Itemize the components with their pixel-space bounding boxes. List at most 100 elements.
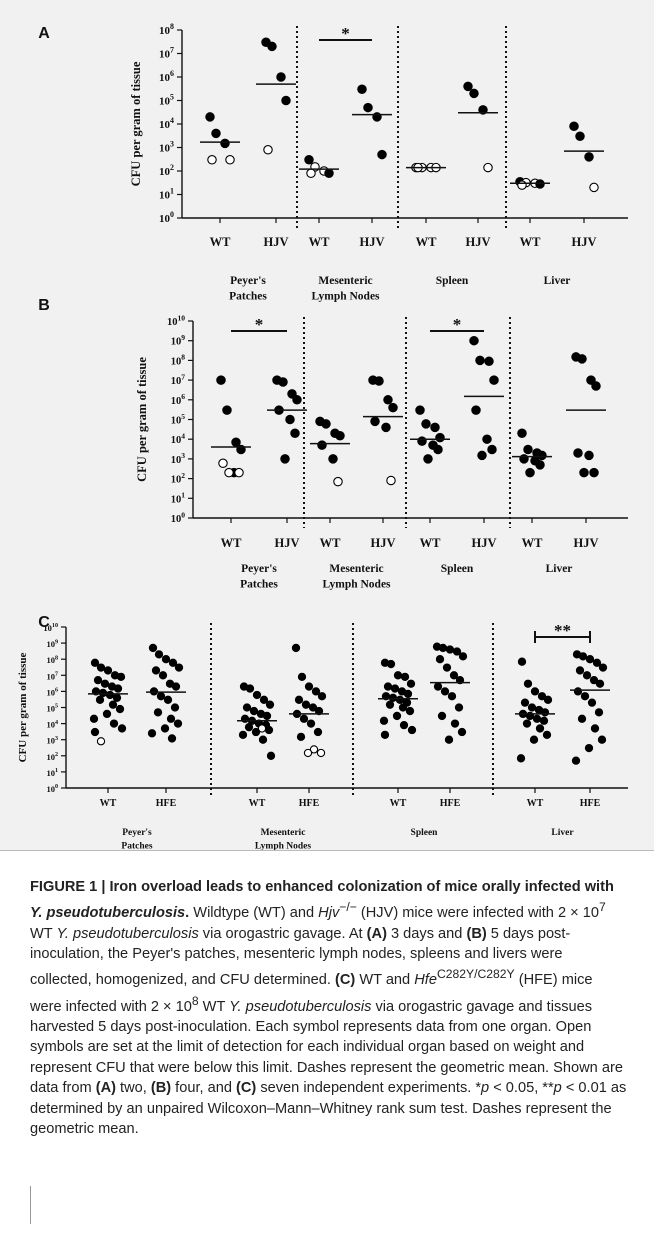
data-point (449, 671, 459, 680)
data-point (393, 671, 403, 680)
caption-gene-hfe: Hfe (414, 972, 437, 989)
group-label: Lymph Nodes (311, 291, 380, 303)
data-point-open (263, 145, 273, 155)
data-point (265, 700, 275, 709)
data-point (569, 121, 579, 132)
data-point (537, 692, 547, 701)
data-point (299, 714, 309, 723)
caption-ref-c: (C) (335, 972, 356, 989)
y-tick-label: 108 (171, 353, 186, 368)
data-point (160, 724, 170, 733)
data-point (398, 703, 408, 712)
data-point (457, 727, 467, 737)
x-tick-label: HJV (264, 235, 289, 249)
data-point (437, 711, 447, 721)
y-tick-label: 107 (171, 372, 186, 387)
group-label: Patches (121, 842, 152, 851)
data-point (115, 704, 125, 714)
data-point (532, 714, 542, 723)
caption-text: Wildtype (WT) and (189, 905, 319, 922)
x-tick-label: WT (527, 798, 544, 809)
data-point (575, 666, 585, 675)
data-point (379, 716, 389, 725)
data-point (542, 730, 552, 740)
group-label: Peyer's (122, 828, 152, 838)
y-tick-label: 103 (159, 140, 174, 155)
data-point (392, 711, 402, 721)
data-point (525, 467, 535, 478)
figure-caption: FIGURE 1 | Iron overload leads to enhanc… (30, 877, 628, 1139)
data-point-open (386, 475, 396, 486)
data-point (90, 727, 100, 737)
data-point (266, 751, 276, 760)
caption-title-text: FIGURE 1 | Iron overload leads to enhanc… (30, 879, 614, 895)
data-point (167, 734, 177, 743)
x-tick-label: WT (520, 235, 542, 249)
data-point (579, 467, 589, 478)
data-point (537, 450, 547, 461)
x-tick-label: WT (522, 536, 544, 550)
data-point (573, 448, 583, 458)
group-label: Lymph Nodes (255, 842, 312, 851)
data-point (589, 467, 599, 478)
data-point (523, 444, 533, 455)
data-point (313, 727, 323, 737)
significance-label: ** (554, 621, 571, 640)
data-point (475, 355, 485, 366)
data-point (100, 679, 110, 688)
data-point (370, 416, 380, 427)
y-axis-label: CFU per gram of tissue (17, 652, 29, 762)
data-point (463, 81, 473, 92)
caption-sup-dose: 7 (598, 900, 606, 915)
y-tick-label: 107 (46, 671, 58, 681)
data-point (598, 663, 608, 672)
y-tick-label: 105 (46, 704, 58, 714)
caption-text: WT (198, 998, 230, 1015)
group-label: Lymph Nodes (322, 579, 391, 591)
y-tick-label: 101 (46, 768, 58, 778)
caption-ref-a: (A) (366, 925, 387, 942)
data-point (584, 743, 594, 753)
chart-panel-B: B 100 101 102 103 104 105 106 107 108 109 1010 CFU p… (38, 297, 628, 591)
data-point (98, 688, 108, 698)
x-tick-label: HJV (574, 536, 599, 550)
data-point (438, 643, 448, 653)
significance-label: * (255, 315, 264, 334)
data-point (442, 663, 452, 672)
data-point (592, 658, 602, 667)
data-point (529, 735, 539, 744)
data-point (205, 112, 215, 122)
y-tick-label: 102 (171, 471, 186, 486)
x-tick-label: HFE (299, 798, 320, 809)
y-tick-label: 104 (46, 720, 58, 730)
x-tick-label: WT (320, 536, 342, 550)
y-tick-label: 108 (159, 22, 174, 37)
data-point (93, 675, 103, 685)
data-point (423, 454, 433, 464)
data-point (306, 719, 316, 728)
data-point (244, 723, 254, 732)
data-point (117, 724, 127, 733)
data-point-open (517, 180, 527, 190)
caption-title-end: . (185, 905, 190, 922)
data-point (173, 719, 183, 728)
data-point-open (306, 168, 316, 179)
x-tick-label: HFE (156, 798, 177, 809)
data-point (258, 735, 268, 744)
data-point (435, 432, 445, 443)
data-point (311, 687, 321, 696)
data-point (595, 679, 605, 688)
y-tick-label: 104 (159, 116, 174, 131)
y-tick-label: 109 (46, 639, 58, 649)
caption-text: (HJV) mice were infected with 2 × 10 (356, 905, 599, 922)
data-point (216, 375, 226, 385)
data-point (280, 454, 290, 464)
data-point (113, 684, 123, 693)
caption-sup-dose: 8 (191, 993, 199, 1008)
x-tick-label: WT (309, 235, 331, 249)
data-point (335, 430, 345, 441)
data-point (153, 708, 163, 717)
caption-text: < 0.05, ** (489, 1080, 554, 1097)
y-tick-label: 105 (159, 93, 174, 108)
y-tick-label: 100 (46, 784, 58, 794)
